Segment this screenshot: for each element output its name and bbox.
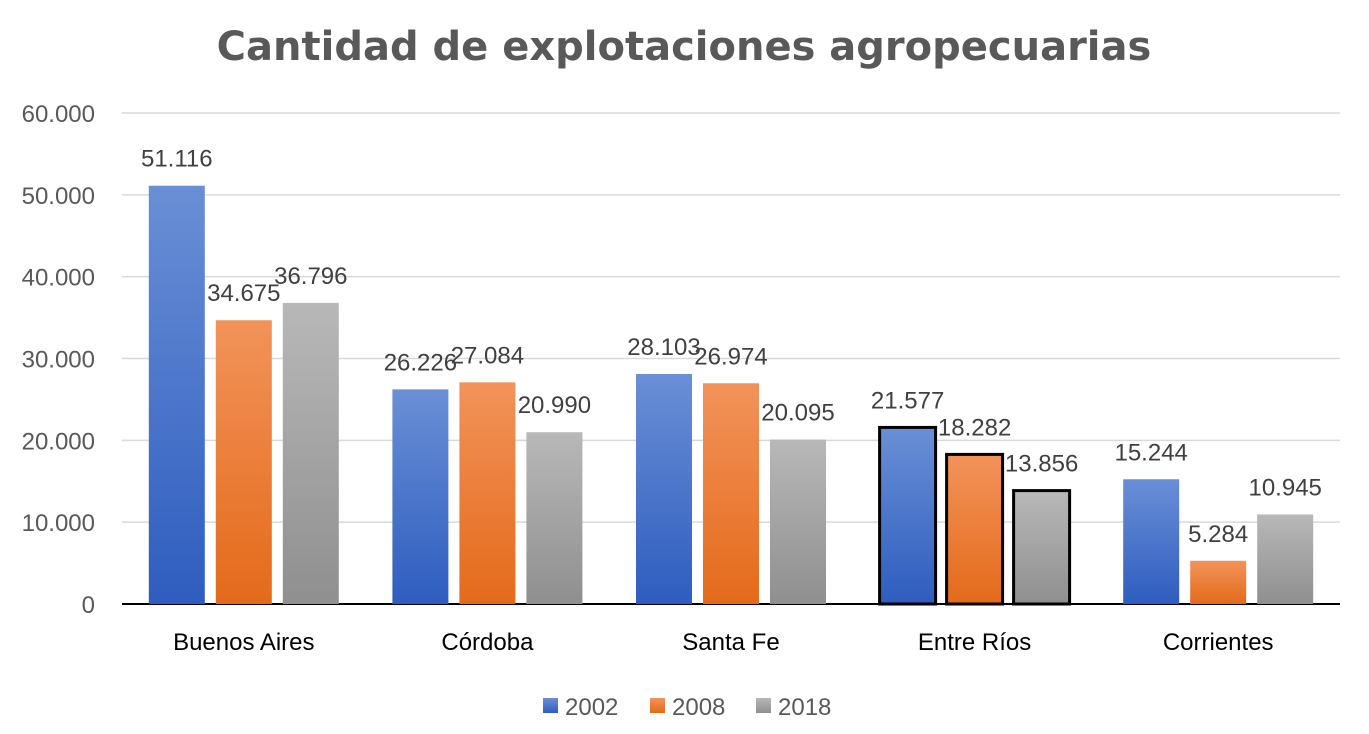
bar-2018 (526, 432, 583, 604)
data-label: 13.856 (1005, 451, 1078, 478)
data-label: 18.282 (938, 414, 1011, 441)
data-label: 20.095 (761, 400, 834, 427)
bar-2002 (636, 374, 692, 604)
bar-2018 (282, 302, 339, 604)
bar-2008 (945, 452, 1005, 606)
data-label: 10.945 (1248, 474, 1321, 501)
data-label: 36.796 (274, 263, 347, 290)
legend-label: 2018 (778, 694, 831, 721)
y-tick-label: 30.000 (22, 347, 95, 374)
data-label: 15.244 (1114, 439, 1187, 466)
data-label: 34.675 (207, 280, 280, 307)
data-label: 20.990 (518, 392, 591, 419)
bar-2018 (1012, 489, 1072, 606)
legend-label: 2008 (672, 694, 725, 721)
x-tick-label: Córdoba (441, 629, 534, 656)
legend-swatch (543, 698, 558, 713)
chart-title: Cantidad de explotaciones agropecuarias (217, 24, 1152, 70)
x-tick-label: Buenos Aires (173, 629, 314, 656)
y-tick-label: 60.000 (22, 101, 95, 128)
data-label: 21.577 (871, 387, 944, 414)
data-label: 27.084 (451, 342, 524, 369)
x-tick-label: Entre Ríos (918, 629, 1031, 656)
y-tick-label: 40.000 (22, 265, 95, 292)
x-tick-label: Corrientes (1163, 629, 1274, 656)
bar-2002 (1123, 479, 1180, 604)
bar-2008 (215, 320, 272, 604)
bar-2002 (392, 389, 449, 604)
x-tick-label: Santa Fe (682, 629, 779, 656)
data-label: 51.116 (141, 146, 213, 173)
data-label: 26.226 (384, 349, 457, 376)
data-label: 26.974 (694, 343, 767, 370)
bar-2018 (770, 439, 826, 604)
y-tick-label: 0 (82, 592, 95, 619)
y-tick-label: 20.000 (22, 428, 95, 455)
legend-label: 2002 (565, 694, 618, 721)
bar-2002 (148, 185, 205, 604)
y-tick-label: 50.000 (22, 183, 95, 210)
bar-2008 (703, 383, 759, 604)
y-tick-label: 10.000 (22, 510, 95, 537)
legend-swatch (756, 698, 771, 713)
bar-2018 (1257, 514, 1314, 604)
legend-swatch (650, 698, 665, 713)
bar-2008 (1190, 560, 1247, 604)
data-label: 5.284 (1188, 521, 1248, 548)
bar-2008 (459, 382, 516, 604)
data-label: 28.103 (627, 334, 700, 361)
bar-2002 (878, 425, 938, 606)
